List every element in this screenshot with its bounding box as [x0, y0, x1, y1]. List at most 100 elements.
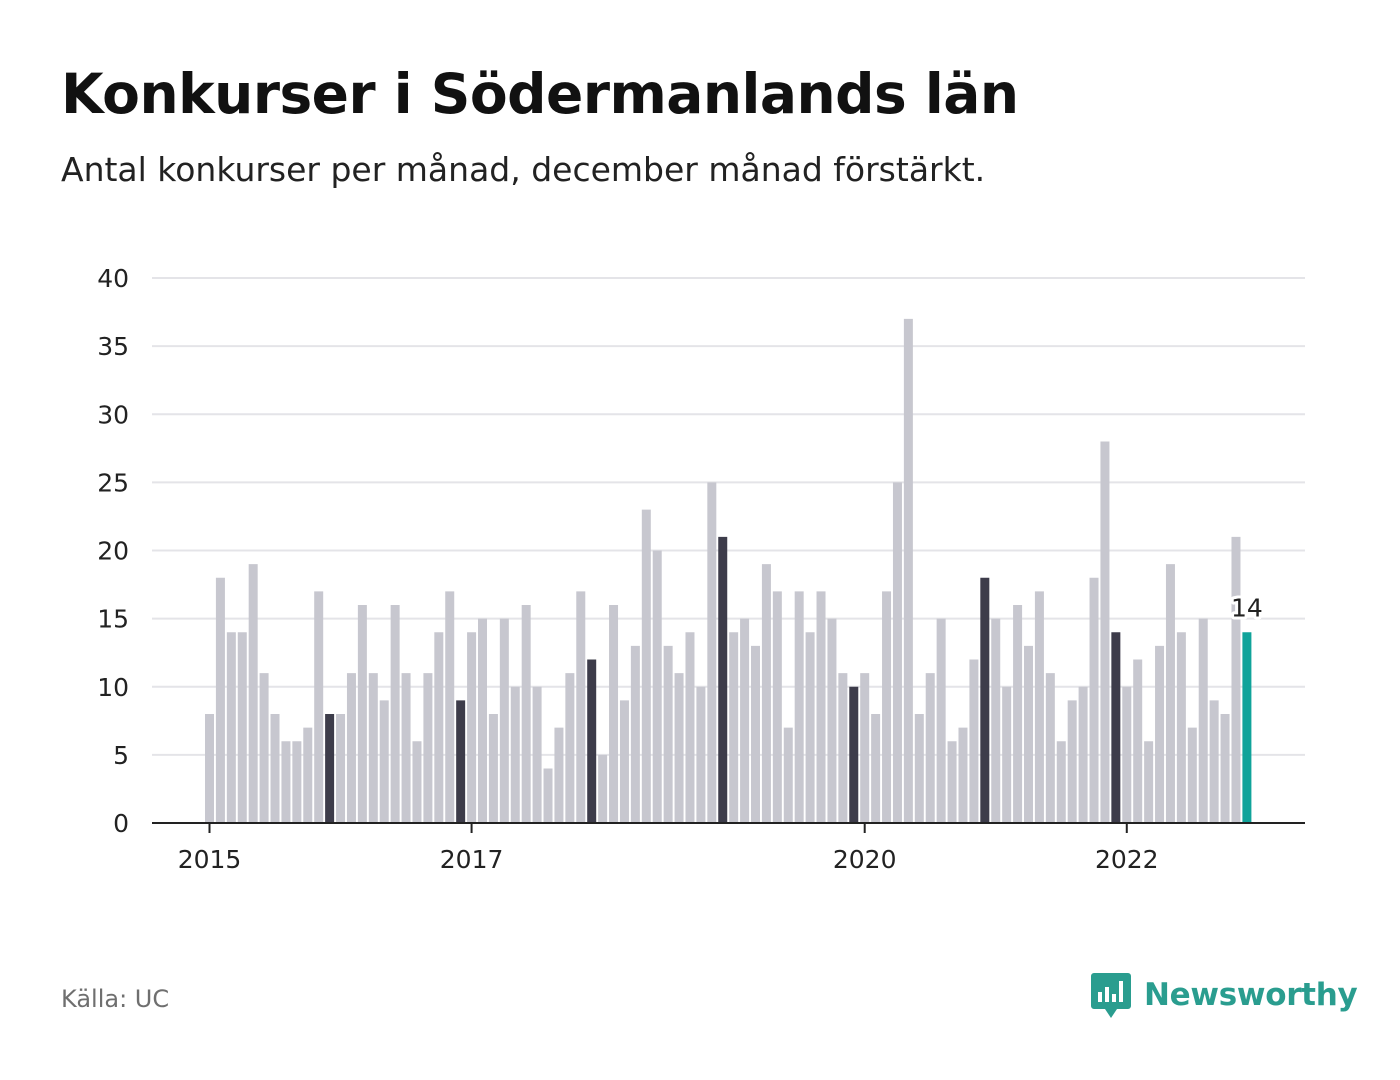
y-tick-label: 25 [97, 468, 129, 497]
bar [281, 741, 291, 823]
bar [1242, 632, 1252, 823]
source-note: Källa: UC [61, 985, 170, 1013]
bar [368, 673, 378, 823]
bar [259, 673, 269, 823]
bar [794, 591, 804, 823]
bar [499, 618, 509, 823]
bar [609, 605, 619, 823]
y-tick-label: 5 [113, 741, 129, 770]
bar [325, 714, 335, 823]
bar [346, 673, 356, 823]
bar [412, 741, 422, 823]
bar [423, 673, 433, 823]
bar [663, 645, 673, 823]
bar [849, 686, 859, 823]
bar [336, 714, 346, 823]
bar [630, 645, 640, 823]
bar [1231, 536, 1241, 823]
y-tick-label: 30 [97, 400, 129, 429]
bar [718, 536, 728, 823]
bar [379, 700, 389, 823]
bar [619, 700, 629, 823]
bar [1165, 564, 1175, 823]
bar [751, 645, 760, 823]
bar [215, 577, 225, 823]
bar [303, 727, 313, 823]
bar [1144, 741, 1154, 823]
bar [1045, 673, 1055, 823]
bar [532, 686, 542, 823]
bar [827, 618, 837, 823]
bar [434, 632, 444, 823]
bar [783, 727, 793, 823]
bar [292, 741, 302, 823]
bar [980, 577, 990, 823]
bar [947, 741, 957, 823]
bar [1067, 700, 1077, 823]
bar [1111, 632, 1121, 823]
bar [772, 591, 782, 823]
bar [696, 686, 706, 823]
bar [565, 673, 575, 823]
bar [860, 673, 870, 823]
bar [1100, 441, 1110, 823]
bar [1056, 741, 1066, 823]
bar-chart: 0 5 10 15 20 25 30 35 40 2015 2017 2020 2022 14 [97, 264, 1305, 874]
bar [991, 618, 1001, 823]
bar [390, 605, 400, 823]
bar [761, 564, 771, 823]
y-tick-label: 35 [97, 332, 129, 361]
bar [969, 659, 979, 823]
bar [314, 591, 324, 823]
y-tick-label: 15 [97, 605, 129, 634]
bar [1176, 632, 1186, 823]
bar [598, 754, 608, 823]
x-tick-label: 2020 [833, 845, 897, 874]
bar [1013, 605, 1023, 823]
bar [205, 714, 214, 823]
bar [936, 618, 946, 823]
y-tick-label: 10 [97, 673, 129, 702]
bar [1155, 645, 1165, 823]
x-tick-label: 2017 [440, 845, 504, 874]
y-axis: 0 5 10 15 20 25 30 35 40 [97, 264, 129, 838]
bar [1209, 700, 1219, 823]
bar [816, 591, 826, 823]
bar [729, 632, 739, 823]
bar [1024, 645, 1033, 823]
brand-name: Newsworthy [1144, 977, 1358, 1013]
bar [892, 482, 902, 823]
bar [1122, 686, 1132, 823]
bar [1187, 727, 1197, 823]
bars [205, 318, 1252, 823]
bar [707, 482, 717, 823]
bar [871, 714, 881, 823]
bar [478, 618, 487, 823]
bar [226, 632, 236, 823]
newsworthy-logo-icon [1091, 973, 1131, 1018]
bar [641, 509, 651, 823]
brand[interactable]: Newsworthy [1090, 970, 1358, 1020]
bar [488, 714, 498, 823]
bar [1034, 591, 1044, 823]
bar [587, 659, 597, 823]
bar [467, 632, 477, 823]
bar [882, 591, 892, 823]
x-tick-label: 2015 [178, 845, 242, 874]
bar [914, 714, 924, 823]
x-tick-label: 2022 [1095, 845, 1159, 874]
bar [740, 618, 750, 823]
chart-title: Konkurser i Södermanlands län [61, 62, 1019, 126]
bar [652, 550, 662, 823]
bar [838, 673, 848, 823]
highlight-value-label: 14 [1231, 593, 1263, 622]
bar [270, 714, 280, 823]
bar [1078, 686, 1088, 823]
bar [903, 318, 913, 823]
bar [805, 632, 815, 823]
annotations: 14 [1228, 590, 1266, 625]
bar [445, 591, 455, 823]
bar [925, 673, 935, 823]
bar [456, 700, 466, 823]
x-axis: 2015 2017 2020 2022 [152, 822, 1305, 874]
